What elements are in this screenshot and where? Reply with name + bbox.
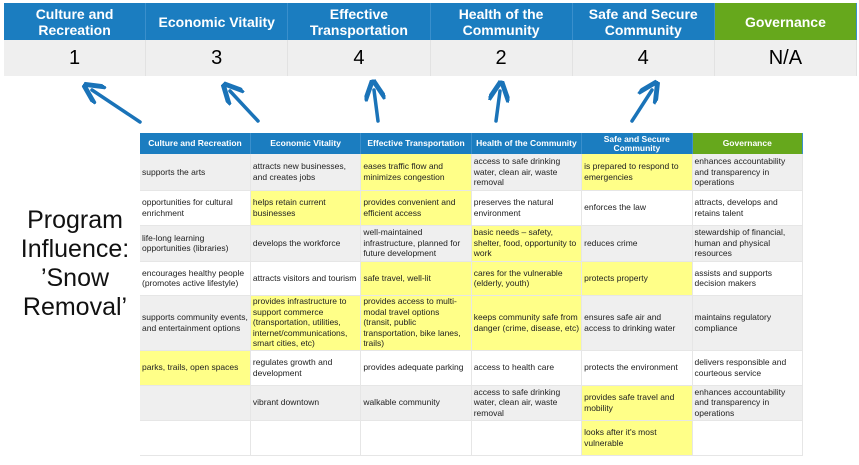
arrow-health	[496, 91, 500, 123]
table-row: opportunities for cultural enrichment hel…	[140, 190, 804, 226]
table-cell: delivers responsible and courteous servi…	[692, 350, 804, 386]
table-cell: reduces crime	[581, 225, 693, 262]
arrow-culture	[92, 90, 142, 124]
banner-value: N/A	[714, 40, 857, 76]
banner-header: Governance	[714, 3, 857, 40]
influence-summary: Culture and Recreation Economic Vitality E…	[4, 3, 857, 76]
table-cell: basic needs – safety, shelter, food, opp…	[471, 225, 583, 262]
table-cell: ensures safe air and access to drinking …	[581, 295, 693, 351]
table-row: looks after it's most vulnerable	[140, 420, 804, 456]
table-cell	[250, 420, 362, 456]
table-cell: attracts, develops and retains talent	[692, 190, 804, 226]
table-cell: stewardship of financial, human and phys…	[692, 225, 804, 262]
table-cell	[360, 420, 472, 456]
table-row: supports the arts attracts new businesses…	[140, 154, 804, 191]
table-cell: enhances accountability and transparency…	[692, 385, 804, 421]
column-header: Economic Vitality	[250, 133, 362, 154]
table-cell: vibrant downtown	[250, 385, 362, 421]
table-cell: supports community events, and entertain…	[140, 295, 251, 351]
table-cell: access to health care	[471, 350, 583, 386]
table-cell: attracts new businesses, and creates job…	[250, 154, 362, 191]
banner-value: 3	[146, 40, 289, 76]
table-cell: parks, trails, open spaces	[140, 350, 251, 386]
program-influence-label: Program Influence: ’Snow Removal’	[20, 206, 130, 321]
table-cell: cares for the vulnerable (elderly, youth…	[471, 261, 583, 296]
table-cell: life-long learning opportunities (librar…	[140, 225, 251, 262]
table-cell: provides access to multi-modal travel op…	[360, 295, 472, 351]
table-cell: provides adequate parking	[360, 350, 472, 386]
table-row: life-long learning opportunities (librar…	[140, 225, 804, 262]
banner-value: 4	[572, 40, 715, 76]
table-cell: provides safe travel and mobility	[581, 385, 693, 421]
table-cell: provides convenient and efficient access	[360, 190, 472, 226]
table-cell	[140, 385, 251, 421]
table-cell: maintains regulatory compliance	[692, 295, 804, 351]
table-cell: attracts visitors and tourism	[250, 261, 362, 296]
column-header: Governance	[692, 133, 804, 154]
table-cell: well-maintained infrastructure, planned …	[360, 225, 472, 262]
banner-value: 2	[430, 40, 573, 76]
column-header: Safe and Secure Community	[581, 133, 693, 154]
banner-header: Effective Transportation	[288, 3, 431, 40]
table-row: vibrant downtown walkable community access…	[140, 385, 804, 421]
table-cell: walkable community	[360, 385, 472, 421]
table-cell: provides infrastructure to support comme…	[250, 295, 362, 351]
banner-value: 4	[288, 40, 431, 76]
table-cell: access to safe drinking water, clean air…	[471, 154, 583, 191]
table-cell: preserves the natural environment	[471, 190, 583, 226]
table-cell: enforces the law	[581, 190, 693, 226]
table-cell: enhances accountability and transparency…	[692, 154, 804, 191]
arrow-safe	[630, 90, 652, 123]
table-cell	[140, 420, 251, 456]
table-cell: looks after it's most vulnerable	[581, 420, 693, 456]
table-cell	[692, 420, 804, 456]
banner-header: Economic Vitality	[146, 3, 289, 40]
influence-table: Culture and Recreation Economic Vitality E…	[140, 133, 804, 456]
table-cell	[471, 420, 583, 456]
table-cell: eases traffic flow and minimizes congest…	[360, 154, 472, 191]
table-cell: supports the arts	[140, 154, 251, 191]
table-cell: keeps community safe from danger (crime,…	[471, 295, 583, 351]
banner-header: Safe and Secure Community	[572, 3, 715, 40]
column-header: Effective Transportation	[360, 133, 472, 154]
table-row: supports community events, and entertain…	[140, 295, 804, 351]
table-cell: regulates growth and development	[250, 350, 362, 386]
column-header: Culture and Recreation	[140, 133, 251, 154]
table-cell: protects property	[581, 261, 693, 296]
arrow-transportation	[374, 90, 378, 123]
arrow-economic	[230, 91, 260, 123]
table-cell: is prepared to respond to emergencies	[581, 154, 693, 191]
table-row: encourages healthy people (promotes acti…	[140, 261, 804, 296]
banner-header: Culture and Recreation	[4, 3, 147, 40]
table-cell: assists and supports decision makers	[692, 261, 804, 296]
table-cell: helps retain current businesses	[250, 190, 362, 226]
table-cell: encourages healthy people (promotes acti…	[140, 261, 251, 296]
table-cell: safe travel, well-lit	[360, 261, 472, 296]
banner-header: Health of the Community	[430, 3, 573, 40]
table-row: parks, trails, open spaces regulates grow…	[140, 350, 804, 386]
table-cell: opportunities for cultural enrichment	[140, 190, 251, 226]
table-cell: develops the workforce	[250, 225, 362, 262]
table-cell: protects the environment	[581, 350, 693, 386]
table-cell: access to safe drinking water, clean air…	[471, 385, 583, 421]
column-header: Health of the Community	[471, 133, 583, 154]
banner-value: 1	[4, 40, 147, 76]
